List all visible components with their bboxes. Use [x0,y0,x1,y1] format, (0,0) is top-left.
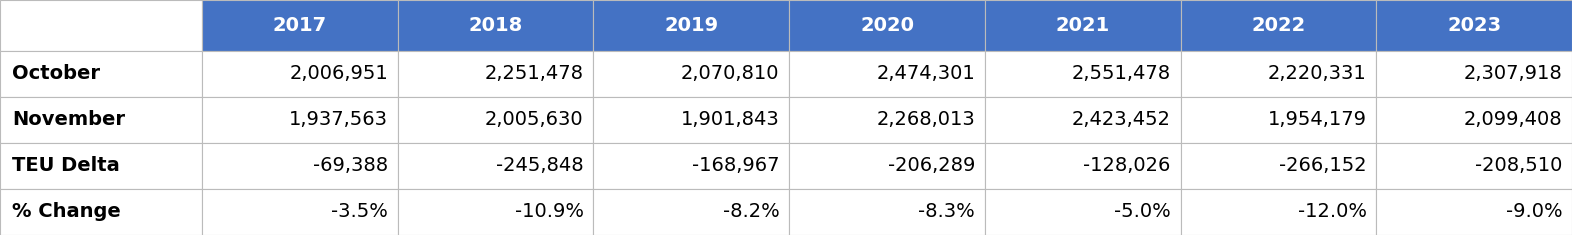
Text: October: October [13,64,101,83]
Text: November: November [13,110,126,129]
Bar [1181,189,1377,235]
Text: 2,551,478: 2,551,478 [1072,64,1171,83]
Bar [201,51,398,97]
Bar [594,0,789,51]
Text: 2,006,951: 2,006,951 [289,64,388,83]
Text: 2,251,478: 2,251,478 [484,64,583,83]
Bar [0,143,201,189]
Text: TEU Delta: TEU Delta [13,156,119,175]
Bar [0,51,201,97]
Text: -10.9%: -10.9% [514,202,583,221]
Text: 1,954,179: 1,954,179 [1267,110,1366,129]
Text: 2022: 2022 [1251,16,1306,35]
Bar [1377,51,1572,97]
Bar [398,51,594,97]
Bar [594,189,789,235]
Text: 2019: 2019 [665,16,718,35]
Text: 2,220,331: 2,220,331 [1267,64,1366,83]
Text: -266,152: -266,152 [1280,156,1366,175]
Bar [1377,0,1572,51]
Bar [984,97,1181,143]
Bar [398,143,594,189]
Text: -206,289: -206,289 [888,156,975,175]
Text: 2021: 2021 [1055,16,1110,35]
Bar [984,143,1181,189]
Bar [789,0,986,51]
Bar [789,97,986,143]
Bar [398,97,594,143]
Bar [789,143,986,189]
Text: 2,268,013: 2,268,013 [876,110,975,129]
Bar [594,97,789,143]
Bar [1377,97,1572,143]
Bar [1181,143,1377,189]
Text: 2,474,301: 2,474,301 [876,64,975,83]
Bar [1181,0,1377,51]
Bar [0,0,201,51]
Text: 1,937,563: 1,937,563 [289,110,388,129]
Text: 2023: 2023 [1448,16,1501,35]
Bar [984,51,1181,97]
Text: -8.2%: -8.2% [723,202,780,221]
Text: 2,423,452: 2,423,452 [1072,110,1171,129]
Text: 2,005,630: 2,005,630 [486,110,583,129]
Bar [1181,51,1377,97]
Bar [201,143,398,189]
Text: 1,901,843: 1,901,843 [681,110,780,129]
Bar [201,189,398,235]
Text: -69,388: -69,388 [313,156,388,175]
Text: 2017: 2017 [274,16,327,35]
Text: -128,026: -128,026 [1083,156,1171,175]
Bar [0,189,201,235]
Bar [1181,97,1377,143]
Text: -168,967: -168,967 [692,156,780,175]
Bar [789,51,986,97]
Text: -5.0%: -5.0% [1115,202,1171,221]
Bar [789,189,986,235]
Bar [594,51,789,97]
Text: % Change: % Change [13,202,121,221]
Bar [201,97,398,143]
Bar [398,0,594,51]
Text: -208,510: -208,510 [1475,156,1563,175]
Bar [984,189,1181,235]
Bar [201,0,398,51]
Bar [984,0,1181,51]
Text: 2,070,810: 2,070,810 [681,64,780,83]
Text: -9.0%: -9.0% [1506,202,1563,221]
Text: -245,848: -245,848 [497,156,583,175]
Text: -12.0%: -12.0% [1297,202,1366,221]
Text: 2020: 2020 [860,16,913,35]
Text: -8.3%: -8.3% [918,202,975,221]
Text: -3.5%: -3.5% [332,202,388,221]
Text: 2018: 2018 [468,16,523,35]
Bar [398,189,594,235]
Bar [1377,189,1572,235]
Bar [594,143,789,189]
Bar [0,97,201,143]
Text: 2,099,408: 2,099,408 [1464,110,1563,129]
Bar [1377,143,1572,189]
Text: 2,307,918: 2,307,918 [1464,64,1563,83]
